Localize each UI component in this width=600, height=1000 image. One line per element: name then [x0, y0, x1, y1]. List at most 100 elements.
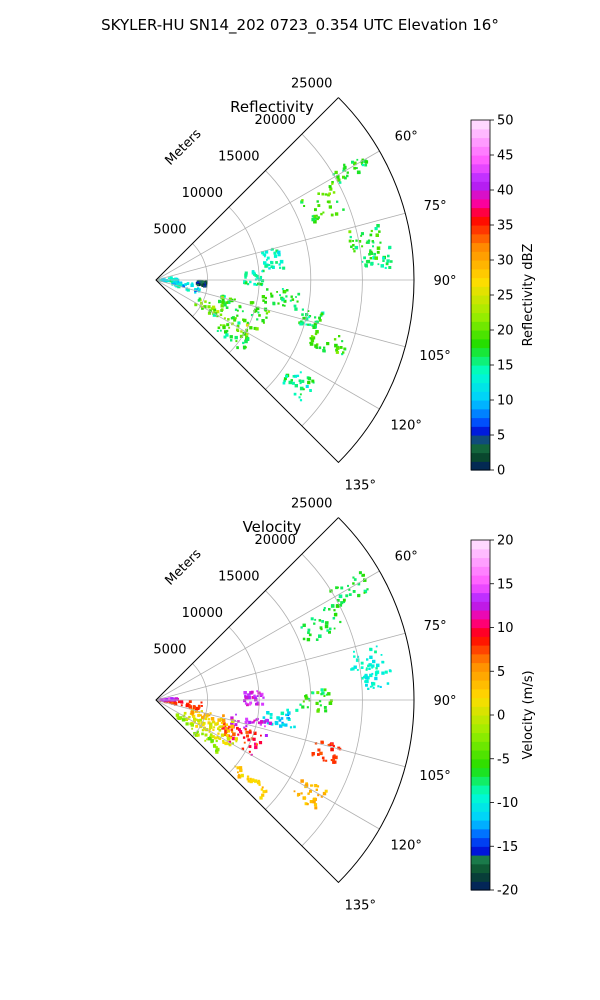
colorbar-segment [471, 251, 490, 261]
echo-cell [301, 705, 305, 709]
echo-cell [264, 300, 267, 304]
echo-cell [313, 803, 318, 807]
azimuth-tick-label: 135° [345, 898, 376, 913]
echo-cell [172, 281, 176, 286]
echo-cell [293, 392, 297, 396]
echo-cell [213, 308, 217, 312]
echo-cell [194, 303, 198, 307]
echo-cell [267, 712, 270, 715]
echo-cell [376, 250, 380, 254]
echo-cell [209, 712, 212, 715]
echo-cell [176, 280, 180, 284]
echo-cell [330, 747, 334, 752]
echo-cell [279, 266, 282, 269]
figure-title: SKYLER-HU SN14_202 0723_0.354 UTC Elevat… [101, 16, 499, 34]
echo-cell [262, 716, 266, 719]
echo-cell [358, 571, 362, 575]
echo-cell [270, 261, 274, 265]
colorbar-segment [471, 128, 490, 139]
echo-cell [230, 724, 234, 729]
echo-cell [224, 741, 228, 746]
echo-cell [221, 295, 224, 299]
colorbar-segment [471, 435, 490, 445]
range-tick-label: 15000 [218, 150, 259, 165]
echo-cell [204, 300, 207, 303]
echo-cell [365, 683, 368, 687]
echo-cell [167, 279, 170, 283]
echo-cell [226, 329, 229, 333]
panel-velocity: Velocity 5000 10000 15000 20000 25000 60° 75° 9… [153, 497, 536, 914]
echo-cell [244, 721, 248, 724]
echo-cell [303, 205, 306, 207]
echo-cell [348, 239, 352, 243]
echo-cell [257, 311, 260, 314]
echo-cell [343, 601, 346, 604]
echo-cell [264, 250, 269, 254]
echo-cell [260, 734, 262, 737]
echo-cell [253, 779, 258, 783]
echo-cell [236, 328, 239, 332]
echo-cell [347, 584, 349, 587]
echo-cell [333, 760, 337, 764]
echo-cell [203, 284, 207, 288]
echo-cell [253, 719, 256, 722]
colorbar-segment [471, 382, 490, 392]
echo-cell [279, 259, 284, 264]
colorbar-velocity: -20 -15 -10 -5 0 5 10 15 20 Velocity (m/s) [470, 534, 536, 899]
echo-cell [191, 715, 194, 718]
echo-cell [215, 750, 219, 754]
echo-cell [231, 742, 234, 745]
echo-cell [375, 645, 378, 648]
echo-cell [329, 187, 333, 191]
echo-cell [334, 343, 338, 348]
echo-cell [293, 304, 297, 308]
echo-cell [265, 789, 268, 792]
echo-cell [245, 717, 249, 721]
echo-cell [220, 721, 224, 724]
colorbar-segment [471, 190, 490, 200]
colorbar-segment [471, 198, 490, 209]
echo-cell [299, 371, 302, 374]
echo-cell [305, 783, 309, 787]
range-unit-label: Meters [163, 546, 205, 588]
echo-cell [338, 335, 341, 338]
echo-cell [254, 745, 258, 749]
echo-cell [198, 288, 201, 291]
colorbar-tick-label: 5 [497, 429, 505, 444]
echo-cell [321, 756, 325, 760]
echo-cell [200, 280, 204, 285]
echo-cell [263, 253, 267, 256]
echo-cell [223, 295, 226, 298]
polar-axes-velocity: 5000 10000 15000 20000 25000 60° 75° 90° 105° 120… [153, 497, 456, 914]
echo-cell [293, 725, 296, 729]
echo-cell [236, 314, 239, 317]
echo-cell [327, 692, 331, 696]
echo-cell [369, 249, 372, 252]
echo-cell [251, 271, 255, 275]
echo-cell [230, 316, 234, 320]
echo-cell [379, 241, 382, 244]
echo-cell [319, 704, 322, 707]
echo-cell [220, 733, 225, 737]
echo-cell [202, 727, 207, 731]
echo-cell [302, 388, 305, 391]
echo-cell [293, 790, 296, 793]
echo-cell [368, 253, 371, 256]
echo-cell [275, 249, 279, 253]
echo-cell [207, 311, 212, 315]
echo-cell [242, 345, 246, 349]
echo-cell [261, 793, 265, 797]
echo-cell [322, 349, 326, 353]
echo-cell [315, 346, 318, 349]
echo-cell [243, 726, 246, 729]
echo-cell [287, 718, 291, 721]
echo-cell [300, 792, 303, 795]
echo-cell [240, 732, 243, 735]
echo-cell [213, 744, 217, 747]
echo-cell [332, 755, 336, 759]
colorbar-segment [471, 260, 490, 270]
echo-cell [386, 682, 390, 685]
colorbar-segment [471, 312, 490, 322]
echo-cell [318, 634, 322, 638]
